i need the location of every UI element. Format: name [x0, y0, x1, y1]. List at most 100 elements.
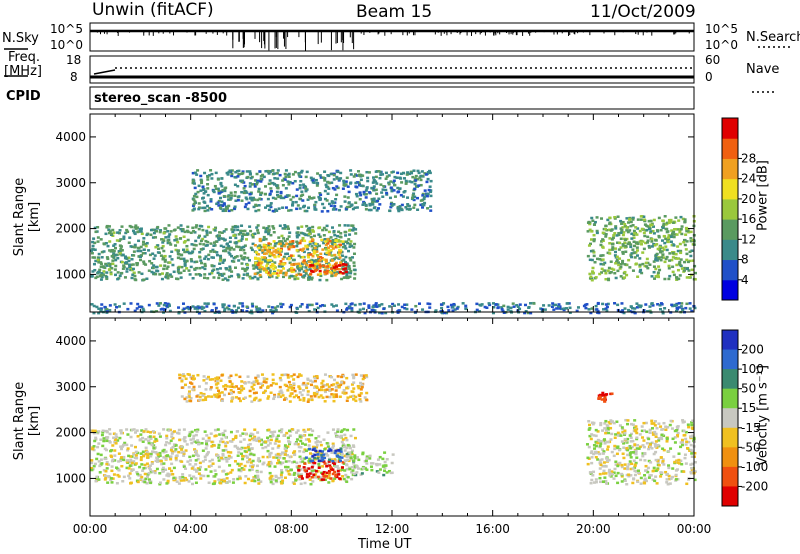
data-cell: [663, 241, 667, 245]
data-cell: [177, 249, 181, 252]
data-cell: [604, 224, 608, 228]
data-cell: [335, 193, 339, 197]
data-cell: [240, 388, 244, 392]
data-cell: [284, 460, 288, 463]
data-cell: [305, 209, 309, 213]
data-cell: [291, 200, 295, 204]
data-cell: [301, 232, 305, 235]
data-cell: [604, 440, 608, 444]
data-cell: [230, 194, 234, 197]
data-cell: [335, 385, 339, 389]
data-cell: [284, 195, 288, 198]
data-cell: [168, 467, 172, 470]
data-cell: [205, 305, 209, 308]
data-cell: [613, 447, 617, 451]
data-cell: [277, 265, 281, 268]
data-cell: [178, 373, 182, 377]
data-cell: [245, 266, 249, 270]
data-cell: [415, 178, 419, 181]
data-cell: [190, 477, 194, 480]
data-cell: [619, 265, 623, 269]
data-cell: [413, 195, 417, 199]
data-cell: [314, 476, 318, 479]
data-cell: [362, 192, 366, 196]
data-cell: [227, 376, 231, 379]
data-cell: [353, 303, 357, 307]
data-cell: [146, 453, 150, 457]
data-cell: [329, 449, 333, 452]
nave-tick-bottom: 0: [705, 70, 713, 84]
data-cell: [365, 398, 369, 402]
data-cell: [336, 170, 340, 174]
data-cell: [289, 392, 293, 395]
data-cell: [97, 261, 101, 264]
data-cell: [384, 171, 388, 175]
data-cell: [246, 446, 250, 449]
data-cell: [312, 181, 316, 184]
data-cell: [625, 226, 629, 229]
data-cell: [372, 178, 376, 182]
data-cell: [327, 246, 331, 250]
data-cell: [376, 199, 380, 203]
data-cell: [275, 251, 279, 254]
data-cell: [194, 452, 198, 455]
data-cell: [659, 250, 663, 254]
data-cell: [104, 457, 108, 461]
data-cell: [269, 246, 273, 250]
data-cell: [119, 429, 123, 432]
data-cell: [591, 266, 595, 270]
data-cell: [203, 171, 207, 175]
data-cell: [273, 442, 277, 445]
data-cell: [269, 460, 273, 464]
data-cell: [608, 228, 612, 232]
data-cell: [251, 459, 255, 463]
data-cell: [315, 254, 319, 257]
data-cell: [327, 249, 331, 252]
data-cell: [301, 249, 305, 252]
data-cell: [192, 198, 196, 201]
data-cell: [145, 450, 149, 454]
data-cell: [663, 215, 667, 218]
data-cell: [311, 254, 315, 258]
data-cell: [203, 273, 207, 276]
data-cell: [264, 381, 268, 384]
data-cell: [210, 309, 214, 313]
data-cell: [378, 203, 382, 206]
data-cell: [196, 457, 200, 461]
data-cell: [114, 442, 118, 445]
data-cell: [305, 473, 309, 476]
data-cell: [242, 187, 246, 190]
data-cell: [296, 242, 300, 245]
data-cell: [142, 430, 146, 433]
data-cell: [319, 443, 323, 447]
data-cell: [595, 257, 599, 261]
data-cell: [195, 224, 199, 227]
data-cell: [669, 419, 673, 423]
data-cell: [483, 305, 487, 309]
data-cell: [207, 225, 211, 229]
data-cell: [367, 305, 371, 309]
data-cell: [94, 479, 98, 483]
data-cell: [255, 172, 259, 176]
data-cell: [629, 245, 633, 249]
data-cell: [676, 434, 680, 437]
data-cell: [322, 264, 326, 268]
data-cell: [312, 375, 316, 379]
data-cell: [141, 480, 145, 483]
data-cell: [231, 230, 235, 234]
data-cell: [311, 238, 315, 241]
data-cell: [202, 188, 206, 191]
data-cell: [425, 193, 429, 196]
data-cell: [345, 438, 349, 442]
data-cell: [122, 265, 126, 269]
data-cell: [245, 268, 249, 271]
data-cell: [177, 428, 181, 432]
data-cell: [343, 454, 347, 458]
data-cell: [555, 307, 559, 310]
data-cell: [238, 464, 242, 467]
data-cell: [220, 190, 224, 193]
data-cell: [655, 426, 659, 430]
data-cell: [174, 244, 178, 247]
data-cell: [374, 180, 378, 183]
data-cell: [213, 480, 217, 483]
